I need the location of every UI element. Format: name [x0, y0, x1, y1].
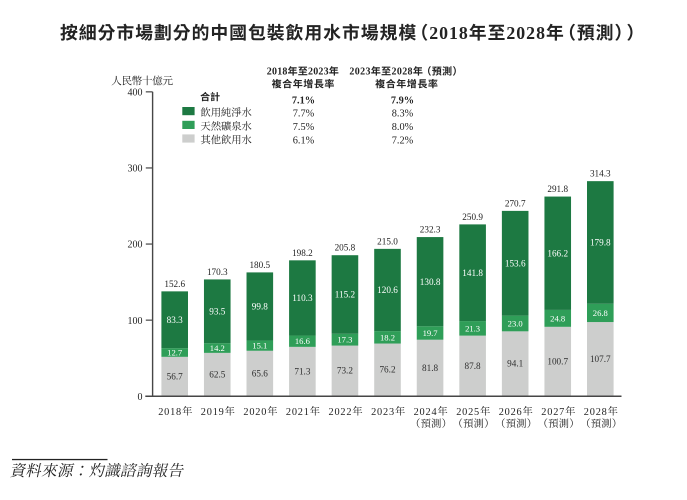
- svg-text:232.3: 232.3: [420, 225, 441, 235]
- svg-text:93.5: 93.5: [209, 307, 225, 317]
- svg-text:83.3: 83.3: [167, 315, 183, 325]
- svg-text:270.7: 270.7: [505, 198, 526, 208]
- svg-text:152.6: 152.6: [164, 279, 185, 289]
- svg-text:2019: 2019: [201, 407, 225, 418]
- svg-text:2028: 2028: [506, 23, 546, 43]
- svg-text:180.5: 180.5: [249, 260, 270, 270]
- svg-text:71.3: 71.3: [294, 366, 310, 376]
- svg-text:76.2: 76.2: [379, 365, 395, 375]
- svg-text:7.7%: 7.7%: [293, 108, 315, 119]
- svg-text:23.0: 23.0: [508, 319, 523, 329]
- svg-text:110.3: 110.3: [292, 293, 313, 303]
- svg-text:26.8: 26.8: [593, 308, 608, 318]
- svg-text:6.1%: 6.1%: [293, 135, 315, 146]
- svg-text:170.3: 170.3: [207, 267, 228, 277]
- svg-text:2022: 2022: [329, 407, 353, 418]
- svg-text:2018: 2018: [158, 407, 182, 418]
- svg-text:8.0%: 8.0%: [392, 122, 414, 133]
- svg-text:300: 300: [128, 164, 143, 175]
- svg-text:100.7: 100.7: [547, 356, 568, 366]
- svg-text:56.7: 56.7: [167, 371, 183, 381]
- svg-text:179.8: 179.8: [590, 238, 611, 248]
- svg-text:130.8: 130.8: [420, 277, 441, 287]
- svg-text:115.2: 115.2: [335, 290, 356, 300]
- svg-text:2028: 2028: [392, 67, 413, 78]
- svg-text:153.6: 153.6: [505, 259, 526, 269]
- svg-text:8.3%: 8.3%: [392, 108, 414, 119]
- svg-text:14.2: 14.2: [210, 343, 225, 353]
- svg-text:73.2: 73.2: [337, 366, 353, 376]
- svg-text:15.1: 15.1: [252, 341, 267, 351]
- svg-text:12.7: 12.7: [167, 348, 183, 358]
- svg-text:314.3: 314.3: [590, 169, 611, 179]
- svg-text:205.8: 205.8: [335, 243, 356, 253]
- svg-text:18.2: 18.2: [380, 332, 395, 342]
- svg-text:7.5%: 7.5%: [293, 122, 315, 133]
- svg-text:200: 200: [128, 240, 143, 251]
- svg-text:2018: 2018: [267, 67, 288, 78]
- svg-text:2025: 2025: [456, 407, 480, 418]
- svg-text:65.6: 65.6: [252, 368, 268, 378]
- svg-text:2018: 2018: [429, 23, 469, 43]
- svg-text:17.3: 17.3: [337, 335, 352, 345]
- svg-text:7.2%: 7.2%: [392, 135, 414, 146]
- svg-text:141.8: 141.8: [462, 268, 483, 278]
- svg-text:7.1%: 7.1%: [292, 96, 315, 107]
- svg-text:166.2: 166.2: [547, 248, 568, 258]
- svg-text:2023: 2023: [349, 67, 370, 78]
- svg-text:2023: 2023: [371, 407, 395, 418]
- svg-text:120.6: 120.6: [377, 285, 398, 295]
- svg-text:400: 400: [128, 88, 143, 99]
- svg-text:2020: 2020: [243, 407, 267, 418]
- svg-text:2026: 2026: [499, 407, 523, 418]
- svg-text:2027: 2027: [541, 407, 565, 418]
- svg-text:107.7: 107.7: [590, 354, 611, 364]
- svg-text:21.3: 21.3: [465, 323, 480, 333]
- svg-text:19.7: 19.7: [423, 328, 439, 338]
- svg-text:215.0: 215.0: [377, 236, 398, 246]
- svg-text:24.8: 24.8: [550, 313, 565, 323]
- svg-text:81.8: 81.8: [422, 363, 438, 373]
- svg-text:0: 0: [138, 392, 143, 403]
- svg-text:100: 100: [128, 316, 143, 327]
- svg-text:62.5: 62.5: [209, 369, 225, 379]
- svg-text:2028: 2028: [584, 407, 608, 418]
- svg-text:99.8: 99.8: [252, 302, 268, 312]
- svg-text:2023: 2023: [308, 67, 329, 78]
- svg-text:198.2: 198.2: [292, 248, 313, 258]
- svg-text:2024: 2024: [414, 407, 438, 418]
- svg-text:16.6: 16.6: [295, 336, 311, 346]
- svg-text:94.1: 94.1: [507, 359, 523, 369]
- svg-text:291.8: 291.8: [547, 184, 568, 194]
- svg-text:7.9%: 7.9%: [391, 96, 414, 107]
- svg-text:2021: 2021: [286, 407, 310, 418]
- svg-text:250.9: 250.9: [462, 212, 483, 222]
- svg-text:87.8: 87.8: [465, 361, 481, 371]
